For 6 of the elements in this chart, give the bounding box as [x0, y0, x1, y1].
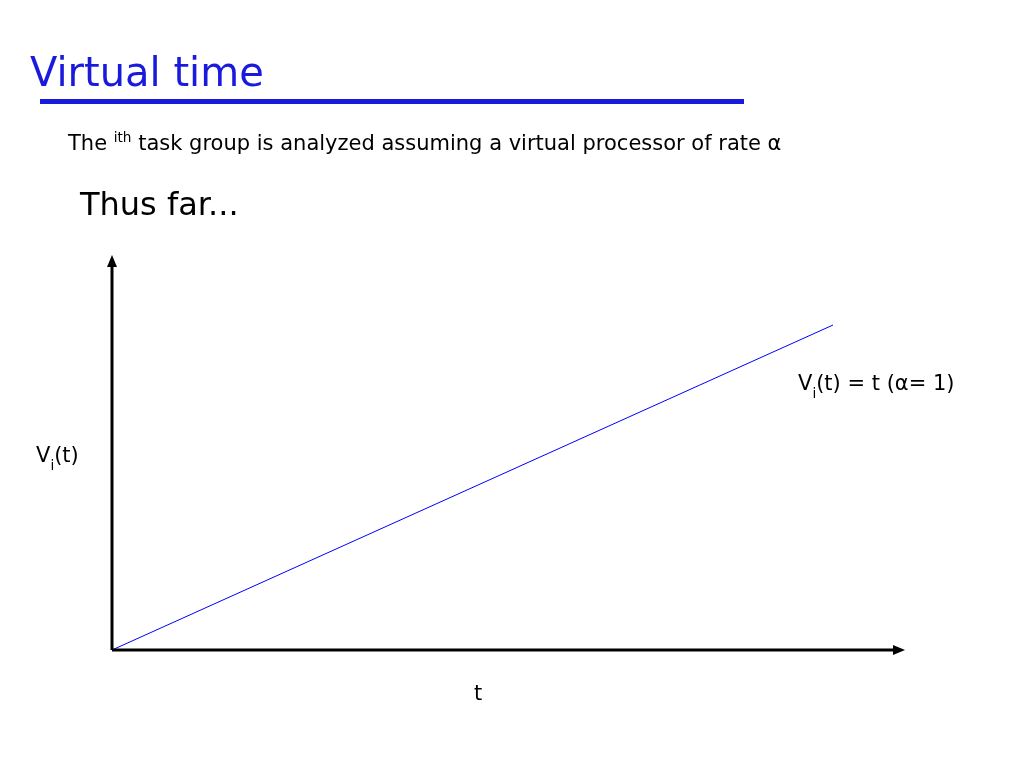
chart-title: Virtual time: [30, 49, 264, 95]
x-axis-title: t: [473, 681, 483, 705]
text: Thus far...: [79, 185, 239, 223]
series-label: V$_{i}$(t) = t (α= 1): [798, 371, 955, 401]
y-axis-title: V$_{i}$(t): [36, 443, 79, 473]
chart-subtitle: The $^{ith}$ task group is analyzed assuming a virtual processor of rate α: [67, 129, 782, 155]
